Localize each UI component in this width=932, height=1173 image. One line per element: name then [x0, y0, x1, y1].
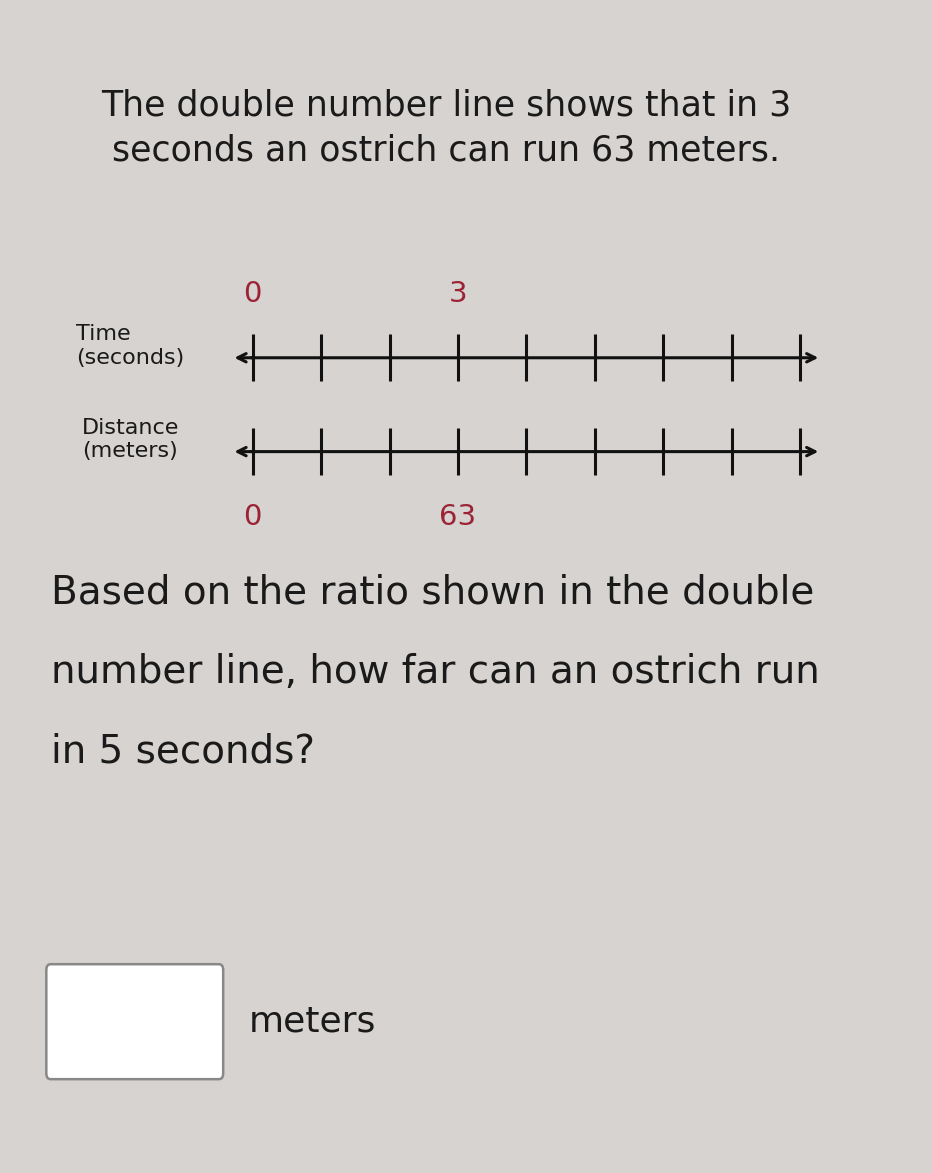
Text: Distance
(meters): Distance (meters): [82, 419, 179, 461]
Text: seconds an ostrich can run 63 meters.: seconds an ostrich can run 63 meters.: [113, 134, 780, 167]
Text: in 5 seconds?: in 5 seconds?: [50, 733, 314, 771]
Text: number line, how far can an ostrich run: number line, how far can an ostrich run: [50, 653, 819, 691]
Text: meters: meters: [249, 1005, 376, 1038]
Text: 63: 63: [439, 503, 476, 531]
Text: 0: 0: [243, 280, 262, 308]
Text: 0: 0: [243, 503, 262, 531]
Text: Time
(seconds): Time (seconds): [76, 325, 185, 367]
FancyBboxPatch shape: [47, 964, 223, 1079]
Text: 3: 3: [448, 280, 467, 308]
Text: Based on the ratio shown in the double: Based on the ratio shown in the double: [50, 574, 814, 611]
Text: The double number line shows that in 3: The double number line shows that in 3: [102, 89, 791, 122]
